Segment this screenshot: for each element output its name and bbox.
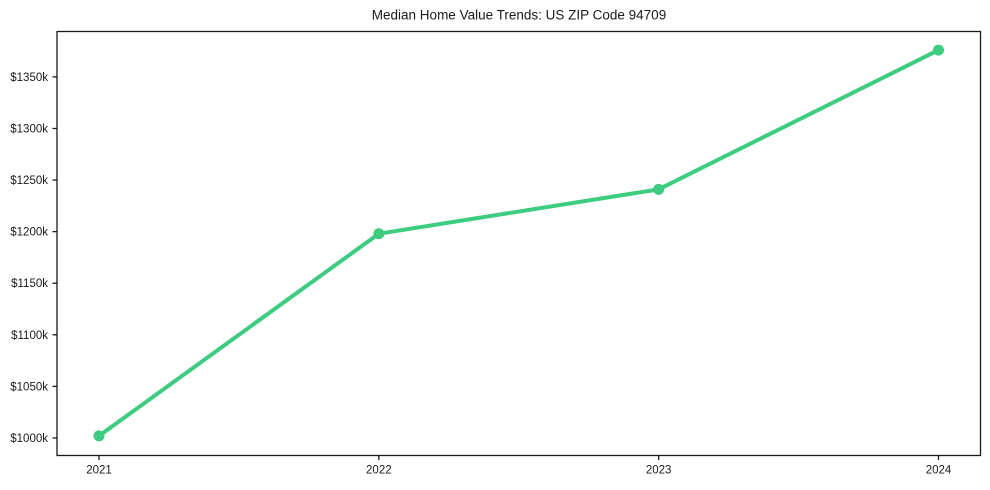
x-tick-label: 2024 (926, 465, 952, 477)
x-tick-label: 2022 (366, 465, 392, 477)
data-point-marker (653, 183, 665, 195)
data-point-marker (373, 228, 385, 240)
y-tick-label: $1100k (11, 330, 48, 342)
x-tick-label: 2023 (646, 465, 672, 477)
y-tick-label: $1000k (10, 433, 48, 445)
x-tick-label: 2021 (86, 465, 112, 477)
data-point-marker (933, 44, 944, 56)
y-tick-label: $1350k (10, 72, 48, 84)
y-tick-label: $1300k (10, 123, 48, 135)
trend-series (93, 44, 944, 442)
axes: $1000k $1050k $1100k $1150k $1200k $1250k $130… (10, 30, 982, 477)
chart-title: Median Home Value Trends: US ZIP Code 94… (372, 8, 666, 23)
y-tick-label: $1050k (10, 381, 48, 393)
trend-line (97, 48, 941, 438)
y-tick-label: $1150k (11, 278, 48, 290)
y-tick-label: $1200k (10, 227, 48, 239)
data-point-marker (93, 430, 105, 442)
plot-border (56, 30, 982, 457)
y-tick-label: $1250k (10, 175, 48, 187)
